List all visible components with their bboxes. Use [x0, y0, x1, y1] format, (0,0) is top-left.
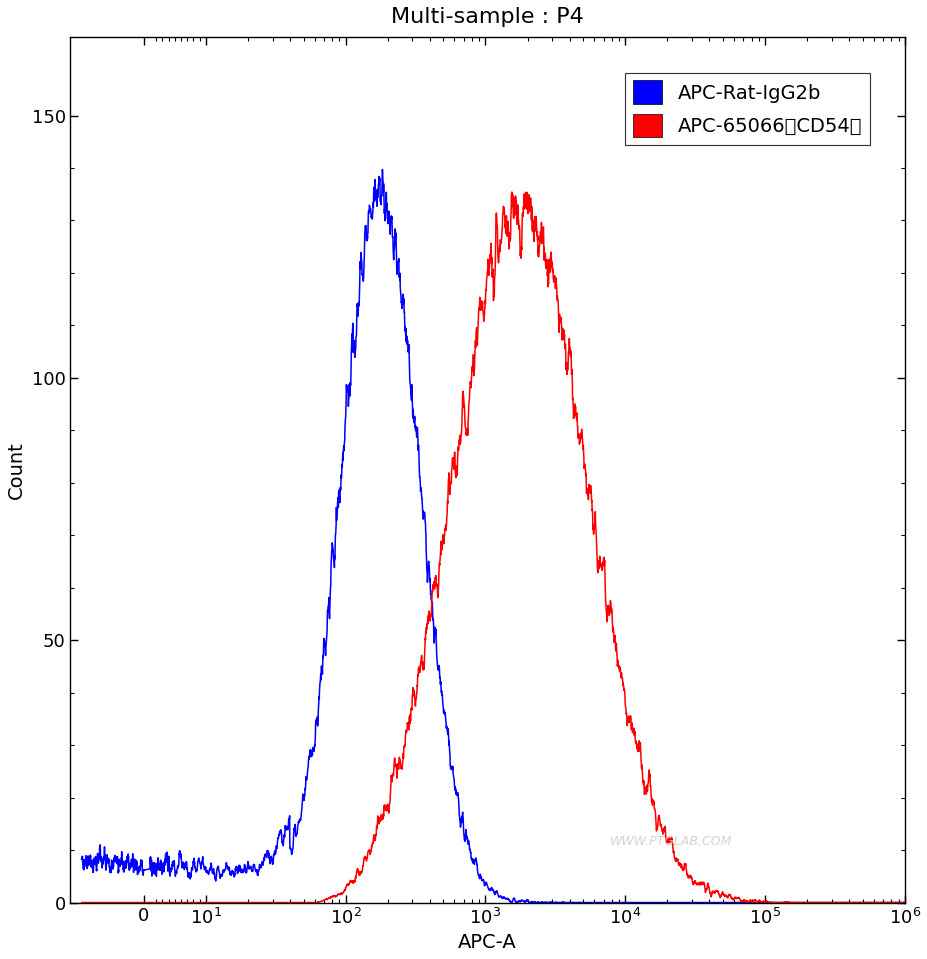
Y-axis label: Count: Count — [6, 441, 26, 499]
Text: WWW.PTGLAB.COM: WWW.PTGLAB.COM — [609, 835, 731, 849]
APC-Rat-IgG2b — [376, 164, 387, 175]
APC-65066（CD54） — [506, 186, 517, 198]
APC-65066（CD54） — [631, 743, 642, 755]
APC-Rat-IgG2b — [898, 897, 909, 908]
APC-Rat-IgG2b — [505, 897, 516, 908]
APC-65066（CD54） — [386, 770, 397, 782]
APC-Rat-IgG2b — [76, 854, 87, 865]
APC-65066（CD54） — [332, 889, 343, 901]
APC-Rat-IgG2b — [386, 214, 397, 225]
Title: Multi-sample : P4: Multi-sample : P4 — [391, 7, 583, 27]
APC-65066（CD54） — [898, 897, 909, 908]
APC-Rat-IgG2b — [339, 417, 350, 429]
Line: APC-65066（CD54）: APC-65066（CD54） — [82, 192, 904, 902]
APC-Rat-IgG2b — [332, 506, 343, 518]
APC-Rat-IgG2b — [631, 897, 642, 908]
APC-65066（CD54） — [819, 897, 831, 908]
APC-65066（CD54） — [869, 897, 880, 908]
X-axis label: APC-A: APC-A — [458, 933, 516, 952]
APC-Rat-IgG2b — [869, 897, 880, 908]
APC-65066（CD54） — [339, 884, 350, 896]
APC-Rat-IgG2b — [820, 897, 832, 908]
Legend: APC-Rat-IgG2b, APC-65066（CD54）: APC-Rat-IgG2b, APC-65066（CD54） — [625, 73, 870, 145]
APC-65066（CD54） — [76, 897, 87, 908]
Line: APC-Rat-IgG2b: APC-Rat-IgG2b — [82, 170, 904, 902]
